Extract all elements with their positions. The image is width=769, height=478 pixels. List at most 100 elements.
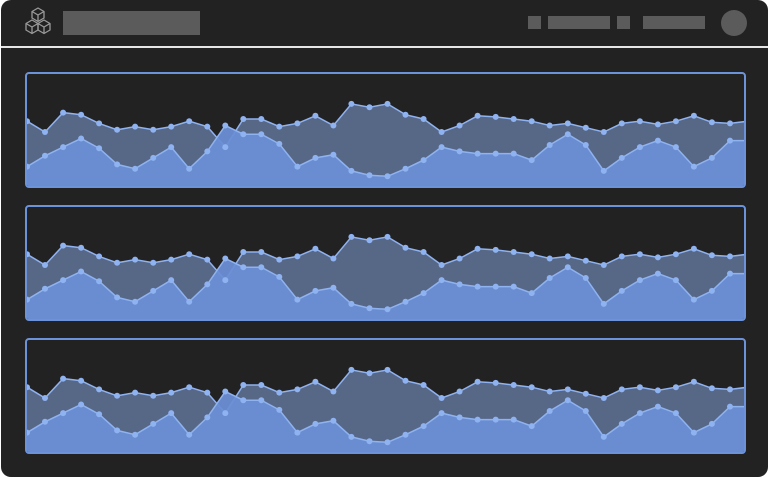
series-1-point[interactable] xyxy=(474,112,481,119)
series-1-point[interactable] xyxy=(474,378,481,385)
series-2-point[interactable] xyxy=(348,433,355,440)
series-2-point[interactable] xyxy=(727,403,733,410)
series-2-point[interactable] xyxy=(330,151,337,158)
series-2-point[interactable] xyxy=(420,290,427,297)
series-2-point[interactable] xyxy=(384,439,391,446)
series-1-point[interactable] xyxy=(150,392,157,399)
series-2-point[interactable] xyxy=(456,148,463,155)
series-1-point[interactable] xyxy=(384,100,391,107)
series-2-point[interactable] xyxy=(438,410,445,417)
series-1-point[interactable] xyxy=(690,378,697,385)
series-1-point[interactable] xyxy=(510,116,517,122)
series-1-point[interactable] xyxy=(312,112,319,119)
series-2-point[interactable] xyxy=(168,410,175,417)
series-2-point[interactable] xyxy=(528,290,535,297)
series-2-point[interactable] xyxy=(186,165,193,172)
series-2-point[interactable] xyxy=(204,281,211,288)
series-1-point[interactable] xyxy=(204,389,211,396)
series-2-point[interactable] xyxy=(222,388,229,395)
series-2-point[interactable] xyxy=(60,410,67,417)
series-2-point[interactable] xyxy=(276,140,283,147)
series-2-point[interactable] xyxy=(600,433,607,440)
series-2-point[interactable] xyxy=(492,416,499,423)
series-1-point[interactable] xyxy=(312,378,319,385)
series-2-point[interactable] xyxy=(150,287,157,294)
series-2-point[interactable] xyxy=(222,122,229,129)
series-2-point[interactable] xyxy=(654,403,661,410)
series-1-point[interactable] xyxy=(114,259,121,266)
series-1-point[interactable] xyxy=(492,113,499,120)
series-2-point[interactable] xyxy=(672,410,679,417)
series-1-point[interactable] xyxy=(150,126,157,133)
series-2-point[interactable] xyxy=(438,277,445,284)
nav-link-2[interactable] xyxy=(643,16,705,29)
series-2-point[interactable] xyxy=(708,154,715,161)
series-1-point[interactable] xyxy=(420,249,427,255)
series-2-point[interactable] xyxy=(204,414,211,421)
series-1-point[interactable] xyxy=(654,121,661,128)
series-2-point[interactable] xyxy=(168,277,175,284)
series-1-point[interactable] xyxy=(654,387,661,394)
series-1-point[interactable] xyxy=(618,386,625,393)
series-1-point[interactable] xyxy=(582,124,589,131)
series-1-point[interactable] xyxy=(348,100,355,107)
series-2-point[interactable] xyxy=(745,404,746,410)
series-1-point[interactable] xyxy=(132,123,139,130)
series-2-point[interactable] xyxy=(366,438,373,445)
series-2-point[interactable] xyxy=(240,264,247,271)
series-1-point[interactable] xyxy=(546,388,553,395)
series-2-point[interactable] xyxy=(294,429,301,436)
series-2-point[interactable] xyxy=(78,135,85,142)
series-1-point[interactable] xyxy=(564,386,571,393)
series-1-point[interactable] xyxy=(276,389,283,396)
series-1-point[interactable] xyxy=(186,251,193,258)
series-2-point[interactable] xyxy=(745,271,746,277)
series-2-point[interactable] xyxy=(42,285,48,292)
series-1-point[interactable] xyxy=(132,389,139,396)
series-1-point[interactable] xyxy=(654,254,661,261)
series-2-point[interactable] xyxy=(618,420,625,427)
series-1-point[interactable] xyxy=(745,251,746,257)
series-2-point[interactable] xyxy=(420,157,427,164)
series-1-point[interactable] xyxy=(168,256,175,263)
series-1-point[interactable] xyxy=(78,111,85,118)
series-2-point[interactable] xyxy=(132,165,139,172)
series-2-point[interactable] xyxy=(294,163,301,170)
series-1-point[interactable] xyxy=(618,120,625,127)
series-2-point[interactable] xyxy=(150,420,157,427)
series-2-point[interactable] xyxy=(690,163,697,170)
series-2-point[interactable] xyxy=(636,277,643,284)
series-2-point[interactable] xyxy=(114,427,121,434)
series-1-point[interactable] xyxy=(168,389,175,396)
series-1-point[interactable] xyxy=(528,251,535,258)
series-2-point[interactable] xyxy=(330,417,337,424)
series-1-point[interactable] xyxy=(42,262,48,268)
series-2-point[interactable] xyxy=(600,167,607,174)
series-2-point[interactable] xyxy=(312,287,319,294)
series-1-point[interactable] xyxy=(492,379,499,386)
series-2-point[interactable] xyxy=(708,287,715,294)
series-1-point[interactable] xyxy=(96,386,103,393)
series-1-point[interactable] xyxy=(366,237,373,244)
series-1-point[interactable] xyxy=(258,116,265,122)
series-1-point[interactable] xyxy=(222,410,229,417)
series-2-point[interactable] xyxy=(564,264,571,271)
series-1-point[interactable] xyxy=(636,118,643,125)
series-2-point[interactable] xyxy=(636,144,643,151)
series-2-point[interactable] xyxy=(204,148,211,155)
series-1-point[interactable] xyxy=(150,259,157,266)
series-2-point[interactable] xyxy=(708,420,715,427)
series-1-point[interactable] xyxy=(546,122,553,129)
series-1-point[interactable] xyxy=(330,255,337,262)
cube-stack-icon[interactable] xyxy=(21,6,55,40)
series-2-point[interactable] xyxy=(582,275,589,281)
series-1-point[interactable] xyxy=(564,120,571,127)
series-1-point[interactable] xyxy=(348,366,355,373)
series-1-point[interactable] xyxy=(456,388,463,395)
series-2-point[interactable] xyxy=(114,294,121,301)
series-1-point[interactable] xyxy=(384,366,391,373)
series-2-point[interactable] xyxy=(510,150,517,157)
series-2-point[interactable] xyxy=(654,137,661,144)
series-2-point[interactable] xyxy=(366,305,373,312)
series-2-point[interactable] xyxy=(672,144,679,151)
